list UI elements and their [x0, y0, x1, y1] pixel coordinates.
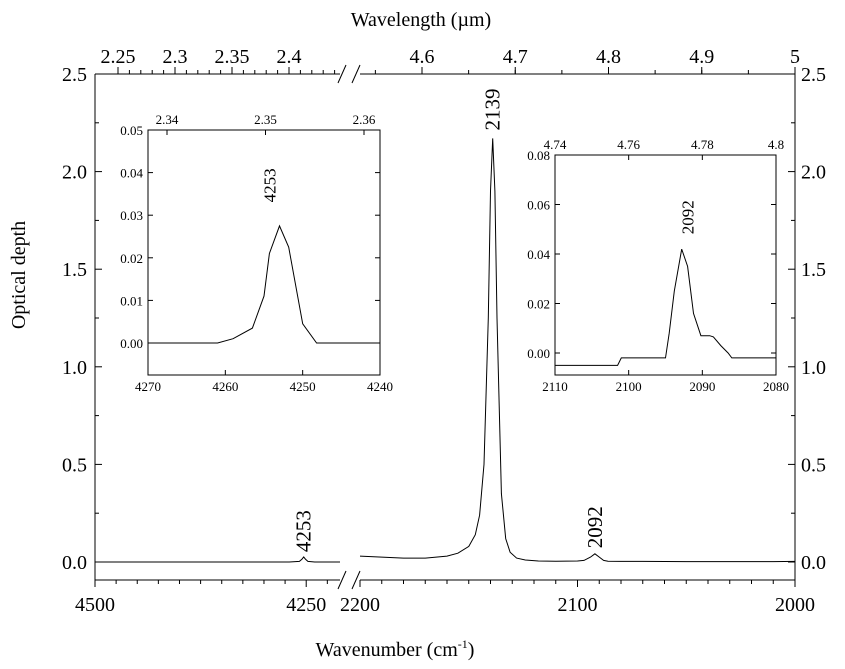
inset-x-tick-label: 4260 — [212, 379, 238, 394]
y-tick-label-left: 0.5 — [62, 454, 87, 476]
inset-peak-label: 4253 — [260, 168, 279, 202]
peak-label: 2092 — [583, 506, 607, 548]
inset-x-tick-label: 2110 — [542, 379, 568, 394]
inset-y-tick-label: 0.06 — [527, 198, 550, 213]
y-tick-label-right: 2.5 — [801, 64, 826, 86]
inset-y-tick-label: 0.05 — [120, 123, 143, 138]
x-tick-label-top: 2.4 — [277, 46, 302, 68]
inset-x-tick-label: 4240 — [367, 379, 393, 394]
y-tick-label-right: 0.5 — [801, 454, 826, 476]
x-tick-label-bottom: 2200 — [340, 594, 380, 616]
y-tick-label-left: 0.0 — [62, 552, 87, 574]
y-tick-label-right: 2.0 — [801, 162, 826, 184]
inset-x-tick-label: 4250 — [290, 379, 316, 394]
inset-plot-2092: 0.00 0.02 0.04 0.06 0.08 2110 2100 2090 2080 4.74… — [527, 137, 789, 394]
inset-y-tick-label: 0.01 — [120, 293, 143, 308]
axis-labels: Wavelength (µm) Wavenumber (cm-1) Optica… — [8, 9, 491, 661]
y-tick-label-left: 2.0 — [62, 162, 87, 184]
inset-x-tick-label: 2100 — [616, 379, 642, 394]
inset-y-tick-label: 0.02 — [527, 297, 550, 312]
bottom-axis-break-mark — [351, 570, 361, 590]
y-tick-label-right: 0.0 — [801, 552, 826, 574]
x-tick-label-top: 5 — [790, 46, 800, 68]
inset-spectrum-line — [555, 248, 776, 366]
inset-y-tick-label: 0.00 — [120, 336, 143, 351]
top-axis-title: Wavelength (µm) — [351, 9, 491, 31]
inset-top-tick-label: 2.34 — [156, 112, 179, 127]
x-tick-label-top: 2.35 — [215, 46, 250, 68]
x-tick-label-bottom: 2100 — [558, 594, 598, 616]
x-tick-label-bottom: 4500 — [75, 594, 115, 616]
spectrum-line-right-segment — [359, 138, 796, 563]
peak-label: 4253 — [292, 510, 316, 552]
inset-x-tick-label: 2080 — [763, 379, 789, 394]
y-axis-title: Optical depth — [8, 221, 30, 329]
main-plot: 0.0 0.0 0.5 0.5 1.0 1.0 1.5 1.5 2.0 2.0 2.5 2.5 4500… — [62, 46, 826, 616]
x-tick-label-top: 2.25 — [101, 46, 136, 68]
inset-y-tick-label: 0.02 — [120, 251, 143, 266]
inset-top-tick-label: 4.78 — [691, 137, 714, 152]
inset-y-tick-label: 0.04 — [527, 247, 550, 262]
inset-top-tick-label: 2.35 — [254, 112, 277, 127]
inset-top-tick-label: 4.8 — [768, 137, 784, 152]
inset-plot-4253: 0.00 0.01 0.02 0.03 0.04 0.05 4270 4260 4250 4240… — [120, 112, 393, 394]
inset-frame — [554, 154, 777, 376]
y-tick-label-left: 1.5 — [62, 259, 87, 281]
peak-label: 2139 — [481, 89, 505, 131]
y-tick-label-left: 2.5 — [62, 64, 87, 86]
x-tick-label-top: 4.8 — [596, 46, 621, 68]
x-tick-label-top: 4.6 — [410, 46, 435, 68]
bottom-axis-break-mark — [337, 570, 347, 590]
spectrum-line-left-segment — [95, 556, 340, 563]
top-axis-break-mark — [337, 64, 347, 84]
inset-peak-label: 2092 — [679, 200, 698, 234]
inset-y-tick-label: 0.00 — [527, 346, 550, 361]
y-tick-label-right: 1.5 — [801, 259, 826, 281]
inset-top-tick-label: 4.74 — [544, 137, 567, 152]
inset-y-tick-label: 0.03 — [120, 208, 143, 223]
inset-top-tick-label: 2.36 — [353, 112, 376, 127]
x-tick-label-top: 2.3 — [163, 46, 188, 68]
inset-frame — [147, 129, 381, 376]
y-tick-label-right: 1.0 — [801, 357, 826, 379]
inset-y-tick-label: 0.04 — [120, 166, 143, 181]
y-tick-label-left: 1.0 — [62, 357, 87, 379]
x-tick-label-bottom: 2000 — [775, 594, 815, 616]
inset-top-tick-label: 4.76 — [617, 137, 640, 152]
inset-x-tick-label: 2090 — [689, 379, 715, 394]
x-tick-label-top: 4.7 — [503, 46, 528, 68]
bottom-axis-title: Wavenumber (cm-1) — [316, 637, 475, 661]
inset-x-tick-label: 4270 — [135, 379, 161, 394]
x-tick-label-bottom: 4250 — [286, 594, 326, 616]
inset-spectrum-line — [148, 224, 380, 344]
x-tick-label-top: 4.9 — [689, 46, 714, 68]
inset-y-tick-label: 0.08 — [527, 148, 550, 163]
top-axis-break-mark — [351, 64, 361, 84]
